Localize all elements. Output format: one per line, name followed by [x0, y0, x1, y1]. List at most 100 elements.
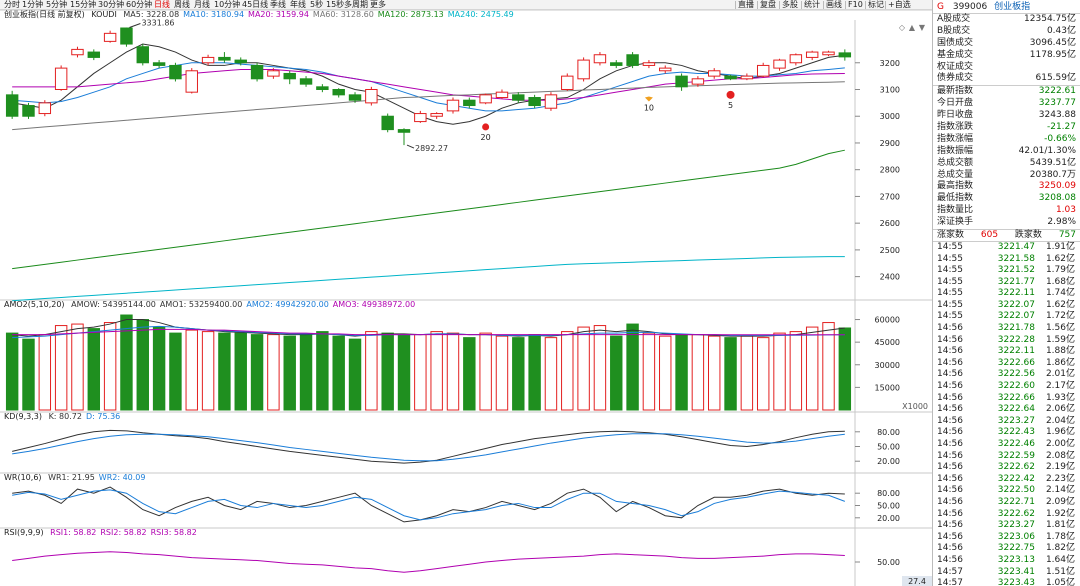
kd-axis-label: 50.00 — [877, 443, 900, 452]
volume-legend: AMO2(5,10,20) AMOW: 54395144.00 AMO1: 532… — [4, 300, 423, 310]
volume-bar — [136, 319, 149, 411]
tick-amount: 1.62亿 — [1045, 253, 1075, 264]
volume-axis-label: 60000 — [875, 316, 900, 325]
tick-row: 14:56 3222.71 2.09亿 — [933, 497, 1080, 509]
toolbar-button[interactable]: +自选 — [888, 0, 911, 9]
period-tab[interactable]: 30分钟 — [98, 0, 125, 9]
tick-amount: 2.01亿 — [1045, 369, 1075, 380]
period-tab[interactable]: 日线 — [154, 0, 170, 9]
period-tab[interactable]: 5分钟 — [46, 0, 68, 9]
candle-down — [397, 129, 411, 133]
volume-bar — [659, 335, 672, 411]
tick-amount: 1.82亿 — [1045, 543, 1075, 554]
tick-time: 14:56 — [937, 462, 963, 473]
wr-axis-label: 80.00 — [877, 489, 900, 498]
volume-bar — [365, 331, 378, 411]
candle-up — [642, 62, 656, 66]
toolbar-button[interactable]: 多股 — [782, 0, 798, 9]
toolbar-button[interactable]: 标记 — [868, 0, 884, 9]
candle-up — [54, 67, 68, 90]
period-tab[interactable]: 多周期 — [344, 0, 368, 9]
wr-legend: WR(10,6) WR1: 21.95 WR2: 40.09 — [4, 473, 153, 483]
period-tab[interactable]: 10分钟 — [214, 0, 241, 9]
quote-label: 最低指数 — [937, 193, 974, 204]
quote-value: 3208.08 — [1038, 193, 1076, 204]
quote-value: 20380.7万 — [1029, 169, 1076, 180]
tick-time: 14:56 — [937, 334, 963, 345]
tick-price: 3222.71 — [997, 496, 1035, 507]
toolbar-button[interactable]: 复盘 — [760, 0, 776, 9]
market-turnover-list: A股成交 12354.75亿 B股成交 0.43亿 国债成交 3096.45亿 基金成交 11… — [933, 14, 1080, 85]
tick-row: 14:55 3221.52 1.79亿 — [933, 265, 1080, 277]
quote-value: 3237.77 — [1038, 98, 1076, 109]
tick-row: 14:55 3221.58 1.62亿 — [933, 254, 1080, 266]
period-tab[interactable]: 15分钟 — [70, 0, 97, 9]
toolbar-separator — [823, 1, 824, 9]
volume-bar — [267, 334, 280, 411]
candle-up — [103, 32, 117, 42]
quote-row: 指数量比 1.03 — [933, 205, 1080, 217]
kd-line-k — [12, 429, 845, 464]
quote-label: 总成交额 — [937, 157, 974, 168]
tick-trade-list[interactable]: 14:55 3221.47 1.91亿 14:55 3221.58 1.62亿 14:55 3… — [933, 240, 1080, 586]
period-tab[interactable]: 5秒 — [310, 0, 324, 9]
volume-bar — [838, 327, 852, 411]
tick-price: 3222.28 — [997, 334, 1035, 345]
period-tab[interactable]: 月线 — [194, 0, 210, 9]
tick-price: 3221.77 — [997, 276, 1035, 287]
tick-row: 14:56 3222.62 1.92亿 — [933, 509, 1080, 521]
quote-label: 债券成交 — [937, 73, 974, 84]
candle-up — [740, 75, 754, 80]
volume-bar — [430, 331, 443, 411]
volume-bar — [397, 334, 411, 411]
period-tab[interactable]: 15秒 — [326, 0, 345, 9]
chart-canvas[interactable]: 3200 3100 3000 2900 2800 2700 2600 2500 2400 3331… — [0, 10, 932, 586]
volume-line-amo3 — [12, 328, 845, 336]
period-tab[interactable]: 45日线 — [242, 0, 269, 9]
volume-bar — [789, 331, 803, 411]
tick-row: 14:56 3222.62 2.19亿 — [933, 462, 1080, 474]
tick-amount: 1.74亿 — [1045, 288, 1075, 299]
volume-bar — [103, 322, 117, 411]
volume-bar — [691, 334, 705, 411]
volume-bar — [283, 335, 296, 411]
quote-value: 1.03 — [1055, 205, 1076, 216]
period-tab[interactable]: 分时 — [4, 0, 20, 9]
tick-row: 14:56 3222.59 2.08亿 — [933, 451, 1080, 463]
candle-up — [267, 70, 280, 77]
toolbar-button[interactable]: F10 — [848, 0, 863, 9]
tick-row: 14:56 3222.11 1.88亿 — [933, 346, 1080, 358]
quote-name[interactable]: 创业板指 — [994, 2, 1031, 12]
candle-up — [495, 91, 509, 99]
toolbar-button[interactable]: 统计 — [804, 0, 820, 9]
tick-row: 14:57 3223.43 1.05亿 — [933, 578, 1080, 586]
period-tab[interactable]: 周线 — [174, 0, 190, 9]
toolbar-separator — [845, 1, 846, 9]
toolbar-button[interactable]: 画线 — [826, 0, 842, 9]
period-tab[interactable]: 年线 — [290, 0, 306, 9]
quote-row: 总成交量 20380.7万 — [933, 170, 1080, 182]
period-tab[interactable]: 1分钟 — [22, 0, 44, 9]
period-tab[interactable]: 季线 — [270, 0, 286, 9]
toolbar-button[interactable]: 直播 — [738, 0, 754, 9]
tick-price: 3223.06 — [997, 531, 1035, 542]
up-down-count-row: 涨家数 605 跌家数 757 — [933, 229, 1080, 241]
volume-bar — [756, 337, 770, 411]
price-axis-label: 3000 — [880, 112, 900, 121]
ma-line-ma20 — [12, 68, 845, 101]
rsi-legend-item: RSI2: 58.82 — [100, 528, 147, 537]
tick-amount: 1.88亿 — [1045, 346, 1075, 357]
period-tab[interactable]: 60分钟 — [126, 0, 153, 9]
up-triangle-icon: ▲ — [909, 23, 916, 32]
candle-up — [71, 48, 84, 56]
event-marker-icon — [482, 123, 490, 131]
tick-time: 14:55 — [937, 299, 963, 310]
tick-row: 14:55 3221.77 1.68亿 — [933, 277, 1080, 289]
chart-area[interactable]: 3200 3100 3000 2900 2800 2700 2600 2500 2400 3331… — [0, 10, 932, 586]
tick-time: 14:56 — [937, 531, 963, 542]
tick-price: 3222.62 — [997, 462, 1035, 473]
tick-time: 14:56 — [937, 450, 963, 461]
quote-label: 国债成交 — [937, 37, 974, 48]
index-quote-list: 最新指数 3222.61 今日开盘 3237.77 昨日收盘 3243.88 指数涨跌 -21… — [933, 85, 1080, 229]
period-tab[interactable]: 更多 — [370, 0, 386, 9]
